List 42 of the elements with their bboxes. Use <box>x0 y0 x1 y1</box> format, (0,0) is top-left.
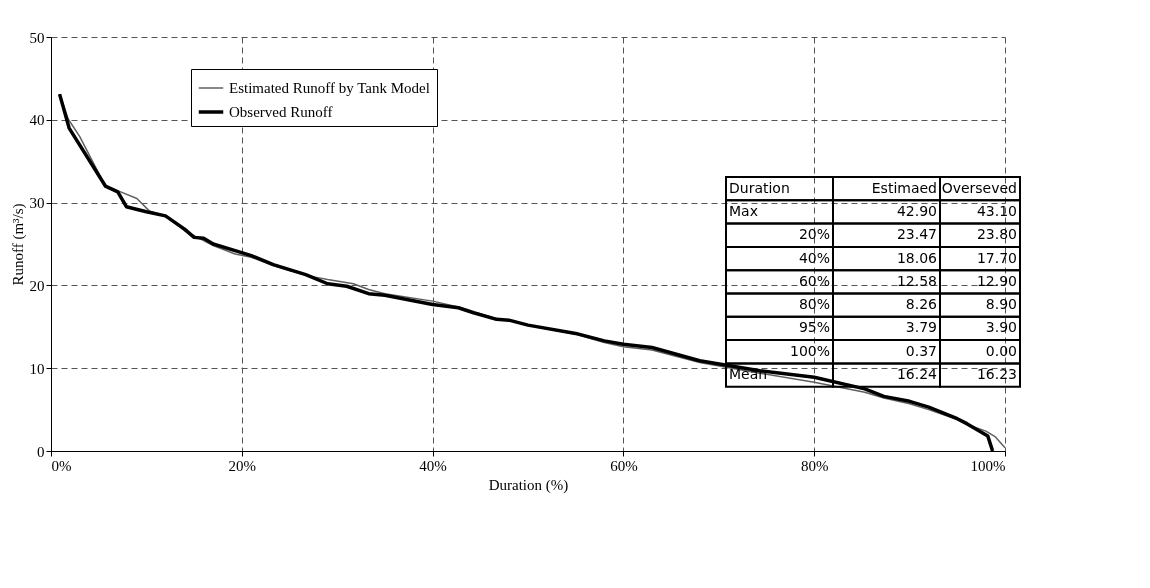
annotation: 16.23 <box>976 366 1017 383</box>
annotation: 43.10 <box>976 202 1017 219</box>
x-tick-label: 40% <box>419 457 447 474</box>
annotation: 23.80 <box>976 226 1017 243</box>
y-tick-label: 0 <box>37 443 45 460</box>
annotation: 60% <box>798 272 830 289</box>
annotation: 18.06 <box>896 249 938 266</box>
annotation: 80% <box>798 296 830 313</box>
annotation: 95% <box>798 319 830 336</box>
x-axis-title: Duration (%) <box>488 476 569 494</box>
y-tick-label: 10 <box>29 360 45 377</box>
annotation: 17.70 <box>976 249 1017 266</box>
annotation: 3.90 <box>985 319 1017 336</box>
x-tick-label: 80% <box>800 457 829 474</box>
annotation: 0.37 <box>905 342 937 359</box>
annotation: 8.90 <box>985 296 1017 313</box>
legend-label: Estimated Runoff by Tank Model <box>229 80 430 96</box>
annotation: Estimaed <box>871 179 937 196</box>
y-tick-label: 30 <box>29 195 45 212</box>
x-tick-label: 0% <box>51 457 72 474</box>
annotation: 12.90 <box>976 272 1017 289</box>
annotation: 3.79 <box>905 319 937 336</box>
annotation: 8.26 <box>905 296 938 313</box>
x-tick-label: 60% <box>610 457 638 474</box>
annotation: 16.24 <box>896 366 938 383</box>
annotation: Overseved <box>941 179 1017 196</box>
annotation: 20% <box>798 226 830 243</box>
legend-label: Observed Runoff <box>229 104 333 120</box>
y-axis-title: Runoff (m³/s) <box>9 203 27 286</box>
annotation: Max <box>729 202 758 219</box>
annotation: 100% <box>789 342 830 359</box>
x-tick-label: 20% <box>228 457 257 474</box>
y-tick-label: 20 <box>29 277 45 294</box>
y-tick-label: 40 <box>29 112 45 129</box>
annotation: 12.58 <box>896 272 937 289</box>
y-tick-label: 50 <box>29 29 45 46</box>
annotation: Duration <box>729 179 790 196</box>
annotation: 42.90 <box>896 202 937 219</box>
annotation: 23.47 <box>896 226 937 243</box>
x-tick-label: 100% <box>970 457 1006 474</box>
annotation: 0.00 <box>985 342 1017 359</box>
annotation: 40% <box>798 249 830 266</box>
